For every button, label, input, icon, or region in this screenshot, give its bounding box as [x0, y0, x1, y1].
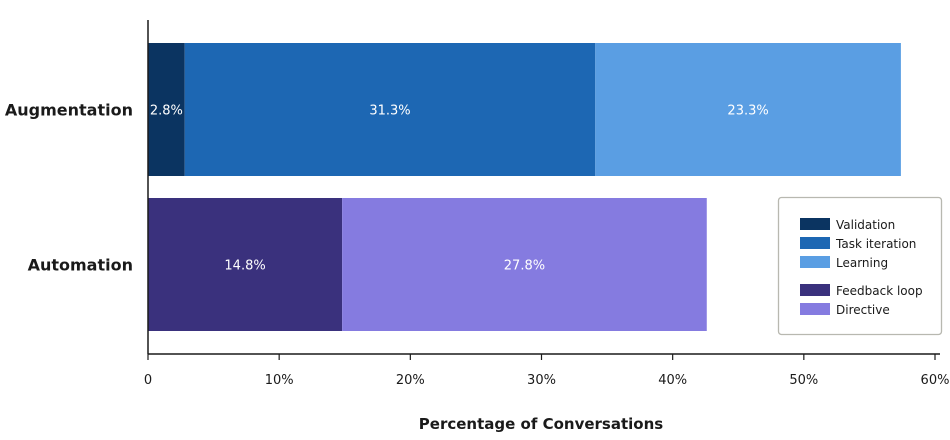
category-labels-group: Augmentation Automation [5, 101, 133, 275]
bar-label-task-iteration: 31.3% [369, 104, 410, 119]
x-tick-label: 40% [658, 373, 687, 388]
axes-group [147, 20, 940, 355]
bar-group-automation: 14.8% 27.8% [148, 198, 707, 331]
bar-label-feedback-loop: 14.8% [224, 259, 265, 274]
x-axis-title: Percentage of Conversations [419, 415, 663, 433]
bar-label-directive: 27.8% [504, 259, 545, 274]
bar-label-learning: 23.3% [727, 104, 768, 119]
bar-segment-learning [595, 43, 901, 176]
legend-label-validation: Validation [836, 218, 895, 232]
category-label-automation: Automation [28, 256, 133, 275]
legend-label-task-iteration: Task iteration [835, 237, 916, 251]
bar-segment-feedback-loop [148, 198, 343, 331]
legend: Validation Task iteration Learning Feedback… [777, 196, 943, 336]
bar-group-augmentation: 2.8% 31.3% 23.3% [148, 43, 901, 176]
legend-swatch-task-iteration [800, 237, 830, 249]
x-tick-label: 0 [144, 373, 152, 388]
x-tick-label: 20% [396, 373, 425, 388]
x-tick-label: 50% [789, 373, 818, 388]
category-label-augmentation: Augmentation [5, 101, 133, 120]
bar-segment-validation [148, 43, 185, 176]
legend-label-learning: Learning [836, 256, 888, 270]
legend-swatch-validation [800, 218, 830, 230]
bar-label-validation: 2.8% [150, 104, 183, 119]
legend-box [777, 196, 943, 336]
legend-label-feedback-loop: Feedback loop [836, 284, 923, 298]
x-ticks-group: 0 10% 20% 30% 40% 50% 60% [144, 354, 950, 388]
bars-group: 2.8% 31.3% 23.3% 14.8% 27.8% [148, 43, 901, 331]
x-tick-label: 10% [265, 373, 294, 388]
x-tick-label: 60% [921, 373, 950, 388]
legend-swatch-directive [800, 303, 830, 315]
legend-label-directive: Directive [836, 303, 890, 317]
x-tick-label: 30% [527, 373, 556, 388]
bar-segment-task-iteration [184, 43, 596, 176]
bar-segment-directive [342, 198, 707, 331]
legend-swatch-feedback-loop [800, 284, 830, 296]
legend-swatch-learning [800, 256, 830, 268]
